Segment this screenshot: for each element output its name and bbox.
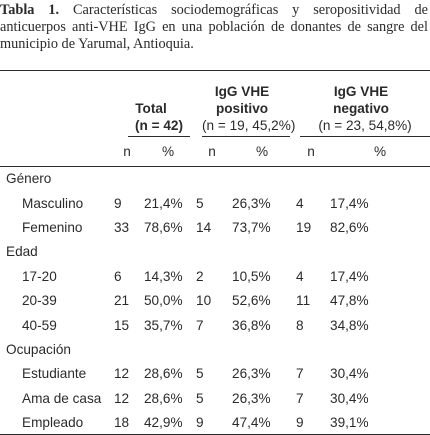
cell-count: 4 [296,268,304,284]
group-title: IgG VHE [214,83,270,99]
cell-percent: 73,7% [232,219,271,235]
cell-percent: 26,3% [232,390,271,406]
subheader-n: n [110,136,144,167]
table-row: 17-20 6 14,3% 2 10,5% 4 17,4% [0,264,430,288]
cell-percent: 26,3% [232,366,271,382]
table-row: 40-59 15 35,7% 7 36,8% 8 34,8% [0,313,430,337]
cell-count: 7 [196,317,204,333]
cell-count: 8 [296,317,304,333]
table-body: Género Masculino 9 21,4% 5 26,3% 4 17,4% Femenin… [0,167,430,435]
table-row: Empleado 18 42,9% 9 47,4% 9 39,1% [0,410,430,435]
cell-count: 4 [296,195,304,211]
table-row: Ama de casa 12 28,6% 5 26,3% 7 30,4% [0,386,430,410]
subheader-pct: % [144,136,193,167]
table-row: Femenino 33 78,6% 14 73,7% 19 82,6% [0,215,430,239]
group-title: IgG VHE [333,83,389,99]
row-label: Femenino [22,219,83,235]
row-label: Masculino [22,195,84,211]
cell-percent: 35,7% [144,317,183,333]
table-row: 20-39 21 50,0% 10 52,6% 11 47,8% [0,288,430,312]
cell-count: 5 [196,195,204,211]
cell-percent: 30,4% [330,390,369,406]
cell-percent: 36,8% [232,317,271,333]
group-header-negative: IgG VHE negativo (n = 23, 54,8%) [292,70,430,137]
subheader-row: n % n % n % [0,136,430,167]
subheader-corner [0,136,110,167]
cell-count: 21 [114,293,130,309]
table-caption: Tabla 1. Características sociodemográfic… [0,2,428,53]
group-count: (n = 42) [128,117,191,137]
cell-count: 2 [196,268,204,284]
cell-count: 9 [114,195,122,211]
cell-percent: 78,6% [144,219,183,235]
cell-percent: 30,4% [330,366,369,382]
group-header-row: Total (n = 42) IgG VHE positivo (n = 19,… [0,70,430,137]
cell-percent: 42,9% [144,410,193,435]
cell-count: 19 [296,219,312,235]
table-row: Estudiante 12 28,6% 5 26,3% 7 30,4% [0,362,430,386]
cell-count: 11 [296,293,311,309]
section-label: Ocupación [6,341,71,357]
cell-percent: 82,6% [330,219,369,235]
corner-cell [0,70,110,137]
row-label: Empleado [0,410,110,435]
cell-count: 7 [296,366,304,382]
caption-label: Tabla 1. [0,2,60,18]
cell-count: 9 [192,410,233,435]
group-subtitle: negativo [333,100,389,116]
table-row: Masculino 9 21,4% 5 26,3% 4 17,4% [0,191,430,215]
cell-count: 7 [296,390,304,406]
cell-count: 12 [114,366,130,382]
row-label: 17-20 [22,268,57,284]
cell-percent: 17,4% [330,195,369,211]
caption-text: Características sociodemográficas y sero… [0,2,428,52]
cell-count: 5 [196,390,204,406]
cell-percent: 10,5% [232,268,271,284]
cell-percent: 17,4% [330,268,369,284]
group-count: (n = 23, 54,8%) [300,117,430,137]
subheader-n: n [292,136,331,167]
cell-count: 6 [114,268,122,284]
group-header-total: Total (n = 42) [110,70,193,137]
cell-count: 14 [196,219,212,235]
cell-percent: 28,6% [144,366,183,382]
subheader-n: n [192,136,233,167]
section-row: Género [0,167,430,191]
cell-percent: 14,3% [144,268,183,284]
group-count: (n = 19, 45,2%) [202,117,295,137]
cell-count: 33 [114,219,130,235]
cell-percent: 26,3% [232,195,271,211]
cell-count: 15 [114,317,130,333]
data-table: Total (n = 42) IgG VHE positivo (n = 19,… [0,70,430,435]
cell-percent: 47,4% [232,410,293,435]
section-label: Género [6,171,52,187]
cell-percent: 47,8% [330,293,369,309]
row-label: 40-59 [22,317,57,333]
cell-count: 12 [114,390,130,406]
subheader-pct: % [330,136,430,167]
row-label: 20-39 [22,293,57,309]
group-title: Total [135,100,167,116]
section-label: Edad [6,244,38,260]
row-label: Ama de casa [22,390,102,406]
row-label: Estudiante [22,366,87,382]
section-row: Edad [0,240,430,264]
cell-percent: 50,0% [144,293,183,309]
group-subtitle: positivo [215,100,269,116]
group-header-positive: IgG VHE positivo (n = 19, 45,2%) [192,70,295,137]
cell-percent: 39,1% [330,410,430,435]
subheader-pct: % [232,136,293,167]
cell-count: 5 [196,366,204,382]
cell-count: 18 [110,410,144,435]
cell-percent: 21,4% [144,195,183,211]
section-row: Ocupación [0,337,430,361]
cell-percent: 52,6% [232,293,271,309]
cell-count: 10 [196,293,212,309]
cell-count: 9 [292,410,331,435]
cell-percent: 34,8% [330,317,369,333]
cell-percent: 28,6% [144,390,183,406]
